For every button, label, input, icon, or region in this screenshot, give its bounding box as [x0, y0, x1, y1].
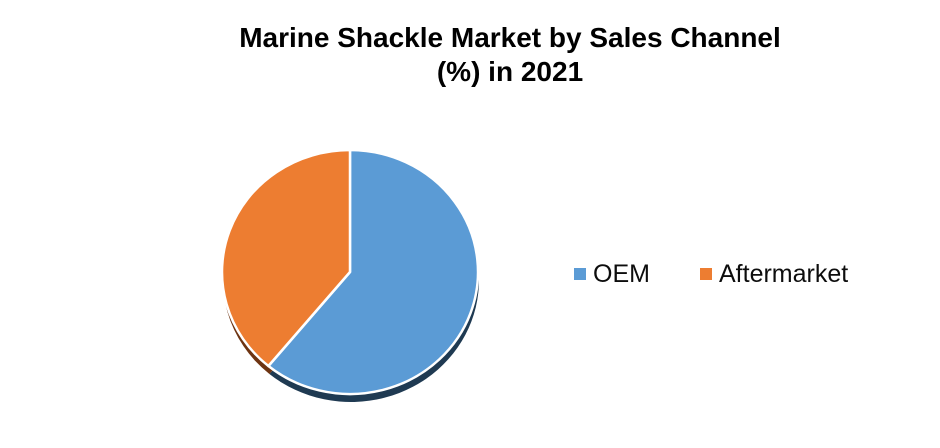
chart-title: Marine Shackle Market by Sales Channel (…: [239, 21, 781, 89]
legend-label-aftermarket: Aftermarket: [719, 260, 849, 288]
pie-slice-aftermarket: [220, 148, 352, 368]
chart-title-line2: (%) in 2021: [436, 56, 584, 87]
chart-title-line1: Marine Shackle Market by Sales Channel: [239, 22, 781, 53]
legend-swatch-aftermarket-icon: [700, 268, 712, 280]
pie-slice-oem: [267, 148, 480, 396]
legend-item-oem: OEM: [574, 258, 650, 290]
legend-item-aftermarket: Aftermarket: [700, 258, 848, 290]
legend-label-oem: OEM: [593, 260, 650, 288]
legend-swatch-oem-icon: [574, 268, 586, 280]
